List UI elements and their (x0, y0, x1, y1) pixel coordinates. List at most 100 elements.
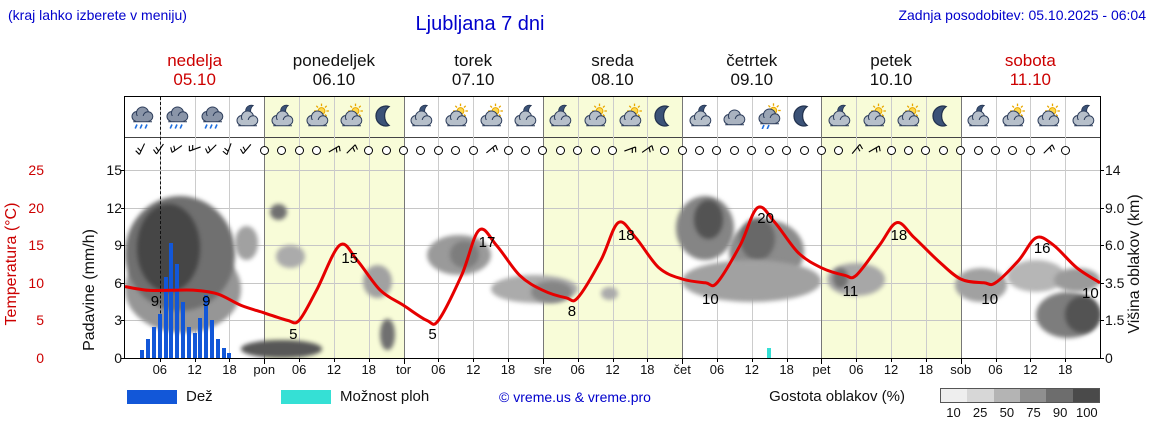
moon-cloud-icon (512, 103, 538, 129)
vertical-gridline (229, 97, 231, 358)
cloud-cover-region (241, 340, 323, 358)
precipitation-tick-label: 3 (114, 312, 122, 329)
time-axis-label: 18 (1057, 362, 1073, 377)
x-axis-tick (159, 358, 161, 362)
precipitation-axis-title: Padavine (mm/h) (81, 229, 98, 351)
x-axis-tick (995, 358, 997, 362)
wind-barb-icon (343, 141, 359, 157)
vertical-gridline (368, 97, 370, 358)
wind-calm-icon (956, 146, 966, 155)
moon-icon (791, 103, 817, 129)
x-axis-tick (229, 358, 231, 362)
x-axis-tick (925, 358, 927, 362)
cloud-density-scale-bar (940, 388, 1100, 403)
wind-calm-icon (451, 146, 461, 155)
day-name: sreda (591, 51, 634, 70)
right-axis-tick (1100, 170, 1104, 171)
wind-calm-icon (259, 146, 269, 155)
time-axis-label: 12 (744, 362, 760, 377)
moon-icon (373, 103, 399, 129)
cloud-density-tick-label: 25 (972, 405, 988, 420)
temperature-tick-label: 20 (28, 199, 44, 216)
x-axis-tick (751, 358, 753, 362)
cloud-cover-region (380, 318, 395, 351)
time-axis-label: 12 (883, 362, 899, 377)
x-axis-tick (194, 358, 196, 362)
left-axis-tick (121, 282, 125, 284)
temperature-value-label: 9 (202, 293, 211, 311)
left-axis-tick (121, 207, 125, 209)
last-update-label: Zadnja posodobitev: 05.10.2025 - 06:04 (898, 7, 1146, 23)
moon-cloud-icon (687, 103, 713, 129)
wind-calm-icon (1060, 146, 1070, 155)
x-axis-tick (577, 358, 579, 362)
sun-cloud-icon (443, 103, 469, 129)
time-axis-label: pet (812, 362, 831, 377)
cloud-cover-region (275, 245, 305, 268)
wind-calm-icon (503, 146, 513, 155)
cloud-cover-region (362, 264, 392, 298)
cloud-cover-region (682, 260, 822, 302)
time-axis-label: 06 (570, 362, 585, 377)
sun-cloud-icon (1035, 103, 1061, 129)
wind-calm-icon (573, 146, 583, 155)
day-boundary-gridline (264, 97, 266, 358)
cloud-height-tick-label: 9.0 (1105, 199, 1125, 216)
vertical-gridline (299, 97, 301, 358)
wind-calm-icon (903, 146, 913, 155)
cloud-height-tick-label: 1.5 (1105, 312, 1125, 329)
wind-calm-icon (364, 146, 374, 155)
wind-calm-icon (399, 146, 409, 155)
cloud-density-legend-label: Gostota oblakov (%) (769, 388, 905, 405)
rain-bar (152, 326, 157, 358)
cloud-density-tick-label: 50 (999, 405, 1015, 420)
cloud-height-tick-label: 6.0 (1105, 237, 1125, 254)
cloud-cover-region (954, 267, 1008, 302)
wind-calm-icon (538, 146, 548, 155)
wind-calm-icon (747, 146, 757, 155)
wind-calm-icon (312, 146, 322, 155)
time-axis-label: 18 (361, 362, 376, 377)
moon-icon (652, 103, 678, 129)
cloud-cover-region (693, 200, 723, 239)
x-axis-tick (368, 358, 370, 362)
vertical-gridline (473, 97, 475, 358)
x-axis-tick (821, 358, 823, 364)
rain-bar (175, 264, 180, 358)
vertical-gridline (1065, 97, 1067, 358)
day-date: 11.10 (1009, 70, 1051, 89)
vertical-gridline (647, 97, 649, 358)
wind-calm-icon (433, 146, 443, 155)
temperature-value-label: 10 (702, 290, 719, 308)
right-axis-tick (1100, 282, 1104, 284)
right-axis-tick (1100, 207, 1104, 209)
sun-cloud-icon (895, 103, 921, 129)
rain-bar (215, 339, 220, 358)
wind-calm-icon (520, 146, 530, 155)
wind-calm-icon (416, 146, 426, 155)
wind-barb-icon (204, 141, 220, 157)
x-axis-tick (960, 358, 962, 364)
rain-bar (146, 339, 151, 358)
moon-cloud-icon (408, 103, 434, 129)
wind-calm-icon (294, 146, 304, 155)
vertical-gridline (612, 97, 614, 358)
time-axis-label: 06 (152, 362, 168, 377)
x-axis-tick (299, 358, 301, 362)
day-header: ponedeljek 06.10 (264, 51, 403, 89)
rain-bar (204, 295, 209, 358)
wind-calm-icon (712, 146, 722, 155)
day-date: 05.10 (173, 70, 216, 89)
day-date: 09.10 (730, 70, 774, 89)
day-name: ponedeljek (292, 51, 376, 70)
temperature-value-label: 8 (567, 302, 577, 320)
wind-barb-icon (622, 141, 638, 157)
moon-cloud-icon (1070, 103, 1096, 129)
day-header: sobota 11.10 (961, 51, 1100, 89)
credit-link[interactable]: © vreme.us & vreme.pro (499, 389, 651, 405)
wind-calm-icon (277, 146, 287, 155)
temperature-tick-label: 25 (28, 162, 44, 178)
wind-barb-icon (326, 141, 342, 157)
wind-calm-icon (381, 146, 391, 155)
